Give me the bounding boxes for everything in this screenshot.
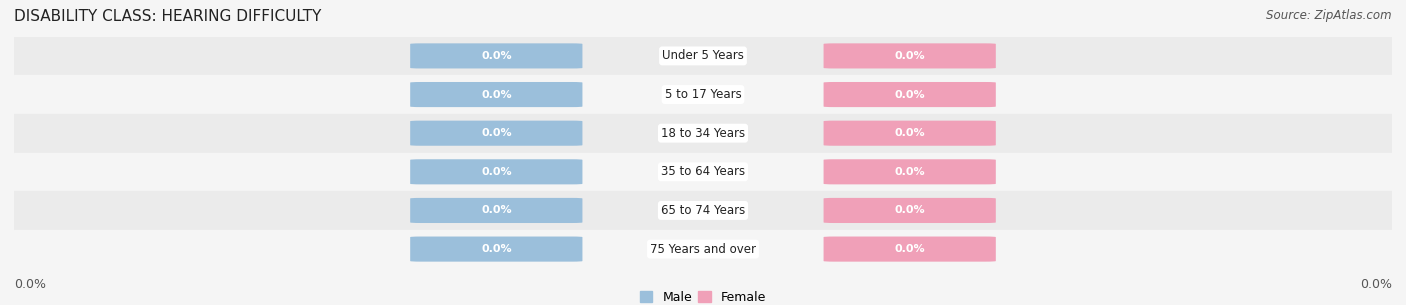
FancyBboxPatch shape	[824, 120, 995, 146]
Text: 0.0%: 0.0%	[894, 244, 925, 254]
FancyBboxPatch shape	[411, 159, 582, 184]
FancyBboxPatch shape	[411, 237, 582, 262]
Bar	[14, 191, 1392, 230]
Bar	[14, 75, 1392, 114]
FancyBboxPatch shape	[411, 82, 582, 107]
Text: 0.0%: 0.0%	[481, 51, 512, 61]
Text: 35 to 64 Years: 35 to 64 Years	[661, 165, 745, 178]
Text: 0.0%: 0.0%	[481, 206, 512, 215]
Bar	[14, 152, 1392, 191]
FancyBboxPatch shape	[411, 120, 582, 146]
Text: 0.0%: 0.0%	[894, 167, 925, 177]
Text: 5 to 17 Years: 5 to 17 Years	[665, 88, 741, 101]
FancyBboxPatch shape	[824, 82, 995, 107]
Text: 0.0%: 0.0%	[1360, 278, 1392, 291]
Text: 0.0%: 0.0%	[894, 90, 925, 99]
Text: 0.0%: 0.0%	[481, 128, 512, 138]
Text: 0.0%: 0.0%	[894, 51, 925, 61]
Text: 0.0%: 0.0%	[894, 128, 925, 138]
FancyBboxPatch shape	[824, 198, 995, 223]
Text: 0.0%: 0.0%	[14, 278, 46, 291]
FancyBboxPatch shape	[824, 43, 995, 69]
Text: DISABILITY CLASS: HEARING DIFFICULTY: DISABILITY CLASS: HEARING DIFFICULTY	[14, 9, 322, 24]
Text: Source: ZipAtlas.com: Source: ZipAtlas.com	[1267, 9, 1392, 22]
Text: 0.0%: 0.0%	[894, 206, 925, 215]
Bar	[14, 37, 1392, 75]
FancyBboxPatch shape	[411, 43, 582, 69]
Text: 0.0%: 0.0%	[481, 90, 512, 99]
FancyBboxPatch shape	[411, 198, 582, 223]
FancyBboxPatch shape	[824, 159, 995, 184]
Text: 75 Years and over: 75 Years and over	[650, 242, 756, 256]
FancyBboxPatch shape	[824, 237, 995, 262]
Text: 18 to 34 Years: 18 to 34 Years	[661, 127, 745, 140]
Text: 0.0%: 0.0%	[481, 167, 512, 177]
Text: Under 5 Years: Under 5 Years	[662, 49, 744, 63]
Legend: Male, Female: Male, Female	[640, 291, 766, 304]
Bar	[14, 230, 1392, 268]
Text: 65 to 74 Years: 65 to 74 Years	[661, 204, 745, 217]
Bar	[14, 114, 1392, 152]
Text: 0.0%: 0.0%	[481, 244, 512, 254]
